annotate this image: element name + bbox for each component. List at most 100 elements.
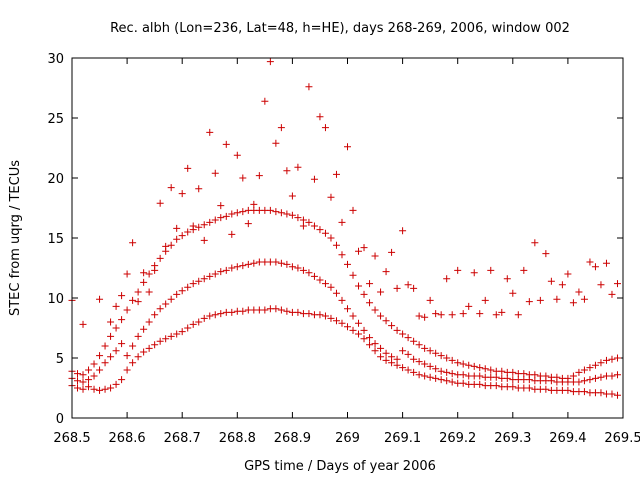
data-point [432,374,440,382]
data-point [222,140,230,148]
data-point [542,372,550,380]
data-point [299,222,307,230]
data-point [327,314,335,322]
x-tick-label: 268.6 [108,431,145,446]
data-point [503,374,511,382]
data-point [145,288,153,296]
data-point [399,347,407,355]
x-tick-label: 269.2 [439,431,476,446]
data-points [68,58,621,399]
data-point [162,300,170,308]
data-point [338,218,346,226]
data-point [151,311,159,319]
data-point [382,356,390,364]
data-point [211,270,219,278]
data-point [443,377,451,385]
data-point [580,388,588,396]
data-point [459,310,467,318]
data-point [129,359,137,367]
y-tick-label: 15 [47,232,64,247]
data-point [173,235,181,243]
data-point [448,370,456,378]
data-point [454,266,462,274]
data-point [360,326,368,334]
data-point [426,296,434,304]
data-point [233,151,241,159]
data-point [184,164,192,172]
data-point [371,306,379,314]
data-point [470,269,478,277]
data-point [222,212,230,220]
data-point [101,385,109,393]
data-point [338,319,346,327]
data-point [277,124,285,132]
data-point [294,264,302,272]
data-point [377,344,385,352]
x-tick-label: 268.8 [219,431,256,446]
y-axis-label: STEC from uqrg / TECUs [8,160,23,316]
data-point [206,128,214,136]
data-point [200,314,208,322]
data-point [189,280,197,288]
data-point [404,334,412,342]
data-point [349,326,357,334]
data-point [217,268,225,276]
data-point [211,216,219,224]
data-point [443,368,451,376]
data-point [377,353,385,361]
axis-ticks: 268.5 268.6 268.7 268.8 268.9 269 269.1 269.2 26… [47,52,640,446]
data-point [569,299,577,307]
data-point [355,282,363,290]
data-point [118,376,126,384]
data-point [437,367,445,375]
data-point [393,355,401,363]
data-point [613,354,621,362]
data-point [85,366,93,374]
data-point [371,347,379,355]
x-axis-label: GPS time / Days of year 2006 [244,459,436,474]
data-point [272,258,280,266]
data-point [388,248,396,256]
data-point [134,288,142,296]
data-point [239,208,247,216]
data-point [96,352,104,360]
data-point [162,242,170,250]
data-point [129,342,137,350]
data-point [283,260,291,268]
data-point [332,170,340,178]
data-point [371,340,379,348]
data-point [178,190,186,198]
data-point [360,290,368,298]
data-point [344,305,351,313]
data-point [74,377,82,385]
data-point [355,330,363,338]
data-point [145,344,153,352]
data-point [140,269,148,277]
data-point [167,184,175,192]
data-point [129,296,137,304]
data-point [305,83,313,91]
data-point [498,308,506,316]
data-point [178,232,186,240]
data-point [233,263,241,271]
data-point [145,318,153,326]
data-point [250,200,258,208]
data-point [239,174,247,182]
data-point [195,277,203,285]
data-point [608,290,616,298]
data-point [332,241,340,249]
data-point [415,358,423,366]
data-point [382,268,390,276]
data-point [283,167,291,175]
data-point [195,318,203,326]
data-point [388,322,396,330]
data-point [597,359,605,367]
data-point [404,366,412,374]
data-point [321,124,329,132]
data-point [288,211,296,219]
data-point [156,337,164,345]
data-point [476,380,484,388]
data-point [591,374,599,382]
data-point [437,352,445,360]
data-point [569,372,577,380]
